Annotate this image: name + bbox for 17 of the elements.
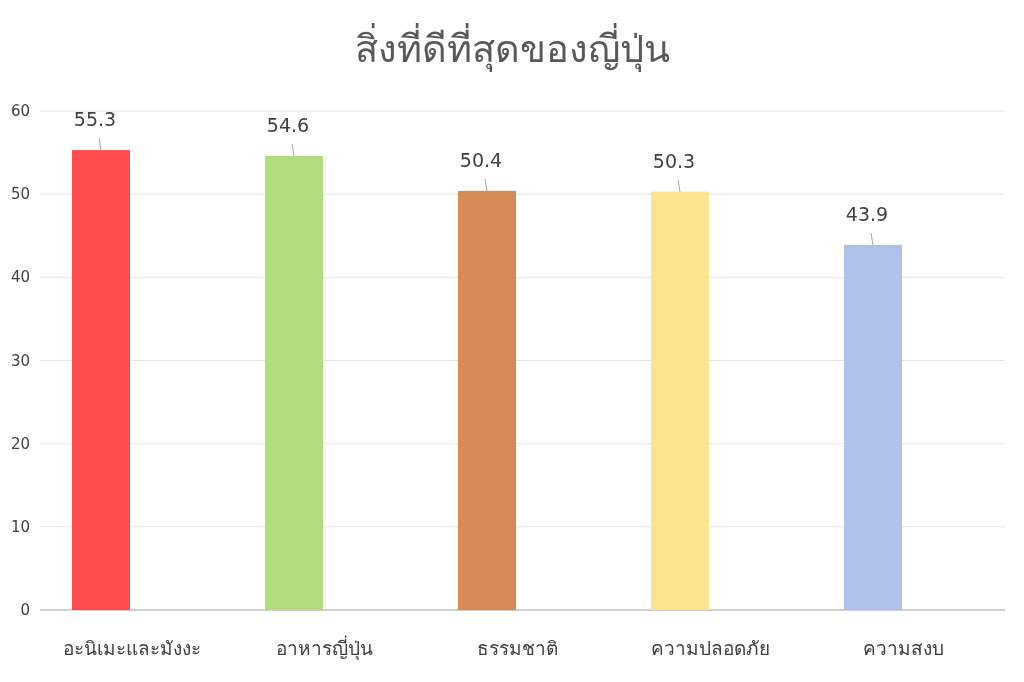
y-tick-label: 30 [10, 351, 30, 370]
data-label: 55.3 [73, 108, 117, 131]
x-tick-label: ความสงบ [863, 637, 944, 659]
y-tick-label: 50 [10, 185, 30, 204]
data-label: 43.9 [845, 202, 889, 225]
x-tick-label: ธรรมชาติ [477, 637, 558, 659]
y-tick-label: 60 [10, 102, 30, 120]
x-tick-label: ความปลอดภัย [651, 637, 770, 659]
x-tick-label: อะนิเมะและมังงะ [62, 637, 201, 659]
y-tick-label: 20 [10, 434, 30, 453]
y-tick-label: 40 [10, 268, 30, 287]
y-tick-label: 0 [20, 601, 30, 619]
y-tick-label: 10 [10, 517, 30, 536]
data-label: 50.3 [652, 149, 696, 172]
data-label: 50.4 [459, 148, 503, 171]
data-label: 54.6 [266, 113, 310, 136]
x-tick-label: อาหารญี่ปุ่น [276, 635, 373, 661]
